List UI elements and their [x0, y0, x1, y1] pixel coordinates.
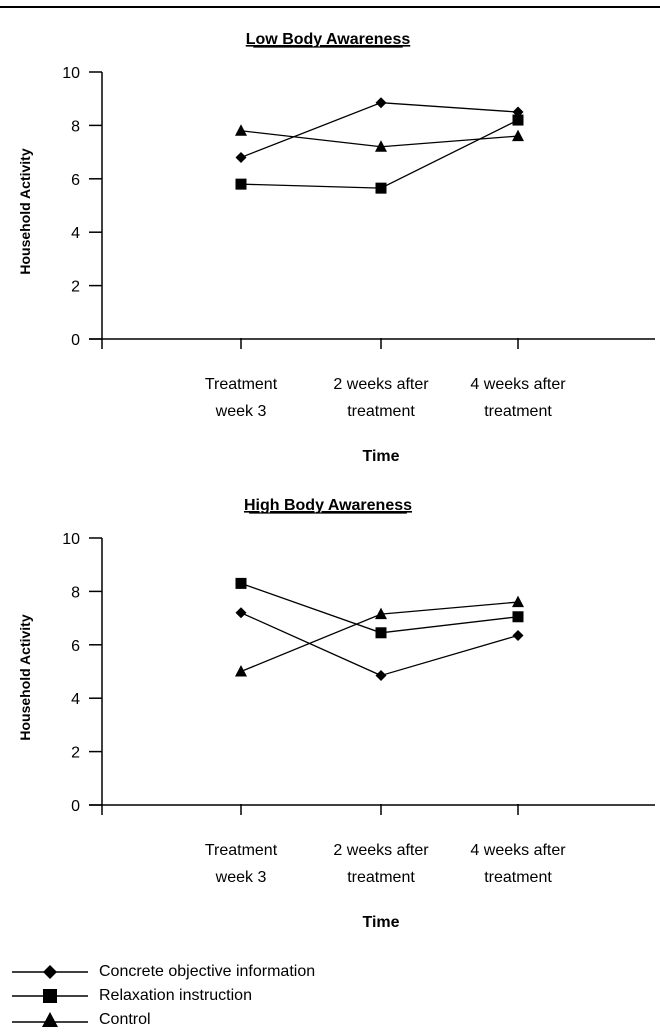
x-tick-label: week 3	[215, 869, 267, 886]
y-tick-label: 0	[71, 332, 80, 349]
x-tick-label: 2 weeks after	[333, 376, 429, 393]
x-tick-label: treatment	[484, 403, 552, 420]
series-line-relaxation-instruction	[240, 582, 519, 634]
y-axis-label: Household Activity	[17, 148, 33, 274]
data-point-square	[375, 627, 387, 639]
chart-title: High Body Awareness	[244, 497, 412, 514]
data-point-triangle	[512, 129, 524, 142]
y-tick-label: 6	[71, 172, 80, 189]
legend-label: Relaxation instruction	[99, 987, 252, 1004]
data-point-triangle	[375, 140, 387, 152]
data-point-square	[512, 611, 524, 623]
y-tick-label: 8	[71, 118, 80, 135]
x-axis-label: Time	[362, 448, 399, 465]
top-rule	[0, 6, 660, 8]
legend: Concrete objective information Relaxatio…	[0, 960, 660, 1034]
y-tick-label: 8	[71, 584, 80, 601]
data-point-diamond	[375, 670, 387, 682]
chart-low-body-awareness: Low Body Awareness 0 2 4 6 8 10 Household Activ…	[17, 31, 655, 465]
x-tick-label: treatment	[347, 869, 415, 886]
x-axis-label: Time	[362, 914, 399, 931]
chart-high-body-awareness: High Body Awareness 0 2 4 6 8 10 Household Acti…	[17, 497, 655, 931]
legend-marker-square-icon	[12, 989, 88, 1003]
y-tick-label: 0	[71, 798, 80, 815]
data-point-square	[375, 182, 387, 194]
legend-item-concrete-objective-information: Concrete objective information	[0, 960, 660, 984]
legend-label: Control	[99, 1011, 151, 1028]
data-point-square	[235, 178, 247, 190]
legend-item-control: Control	[0, 1008, 660, 1032]
data-point-diamond	[235, 607, 247, 619]
y-tick-label: 2	[71, 745, 80, 762]
x-tick-label: Treatment	[205, 842, 278, 859]
legend-label: Concrete objective information	[99, 963, 316, 980]
y-tick-label: 4	[71, 691, 80, 708]
data-point-triangle	[235, 124, 247, 136]
legend-marker-triangle-icon	[12, 1012, 88, 1027]
legend-item-relaxation-instruction: Relaxation instruction	[0, 984, 660, 1008]
y-tick-label: 10	[62, 65, 80, 82]
legend-marker-diamond-icon	[12, 965, 88, 979]
data-point-triangle	[235, 665, 247, 677]
x-tick-label: 4 weeks after	[470, 376, 566, 393]
y-tick-label: 2	[71, 279, 80, 296]
data-point-triangle	[375, 607, 387, 620]
data-point-triangle	[512, 595, 524, 608]
x-tick-label: treatment	[484, 869, 552, 886]
data-point-diamond	[235, 151, 247, 163]
y-tick-label: 10	[62, 531, 80, 548]
series-line-relaxation-instruction	[240, 119, 519, 189]
chart-title: Low Body Awareness	[246, 31, 411, 48]
y-tick-label: 6	[71, 638, 80, 655]
x-tick-label: 2 weeks after	[333, 842, 429, 859]
data-point-diamond	[512, 629, 524, 641]
x-tick-label: week 3	[215, 403, 267, 420]
x-tick-label: treatment	[347, 403, 415, 420]
y-axis-label: Household Activity	[17, 614, 33, 740]
x-tick-label: 4 weeks after	[470, 842, 566, 859]
x-tick-label: Treatment	[205, 376, 278, 393]
data-point-square	[235, 577, 247, 589]
data-point-square	[512, 114, 524, 126]
data-point-diamond	[375, 97, 387, 109]
y-tick-label: 4	[71, 225, 80, 242]
